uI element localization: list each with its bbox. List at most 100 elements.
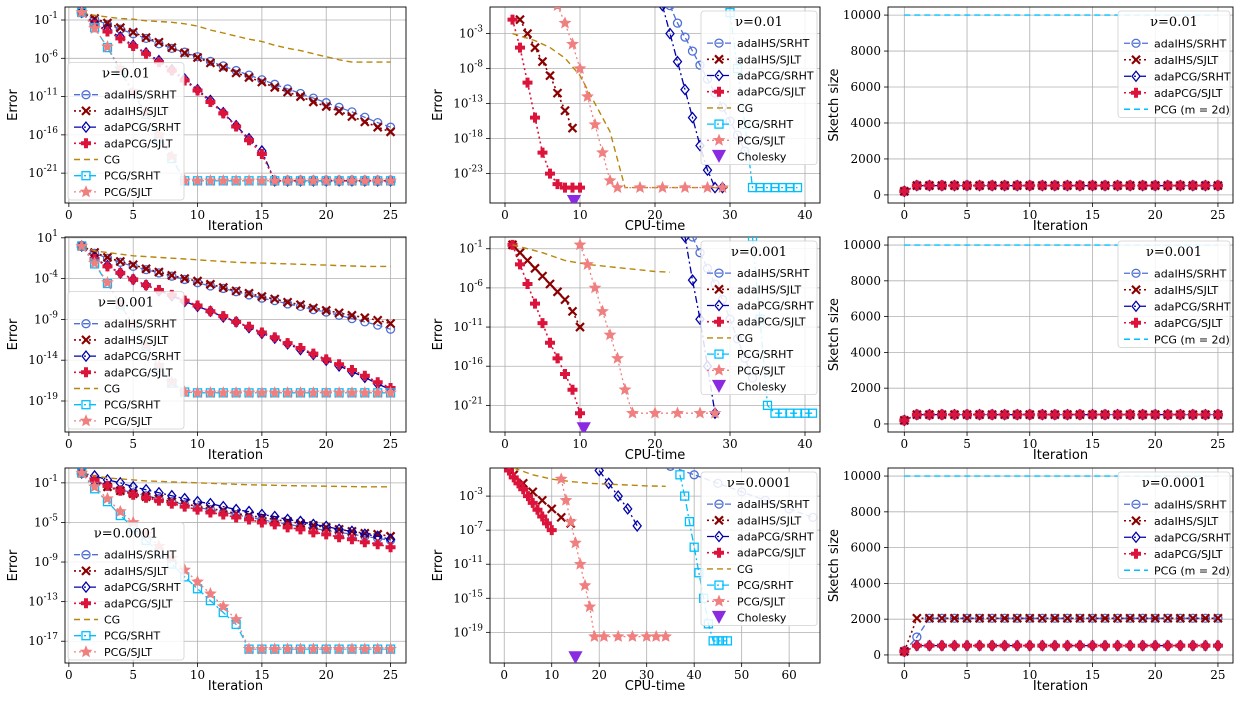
data-point bbox=[566, 194, 582, 203]
axes-frame bbox=[64, 467, 407, 664]
data-point bbox=[552, 88, 563, 98]
data-point bbox=[530, 112, 540, 123]
x-axis-label: CPU-time bbox=[625, 219, 686, 234]
legend-marker bbox=[1131, 284, 1141, 295]
data-point bbox=[689, 470, 699, 480]
data-point bbox=[113, 504, 127, 517]
data-point bbox=[716, 180, 729, 193]
data-point bbox=[1187, 640, 1198, 651]
data-point bbox=[346, 364, 357, 375]
legend-entry: adaIHS/SJLT bbox=[737, 53, 802, 66]
series-adaPCG_SRHT bbox=[899, 408, 1223, 427]
data-point bbox=[269, 294, 280, 304]
y-tick-label: 2000 bbox=[850, 152, 881, 166]
data-point bbox=[513, 478, 524, 489]
legend-marker bbox=[1131, 268, 1141, 278]
series-adaIHS_SRHT bbox=[899, 613, 1223, 657]
legend-entry: CG bbox=[737, 102, 753, 115]
legend-marker bbox=[81, 566, 91, 576]
data-point bbox=[191, 386, 204, 399]
plot-area bbox=[75, 239, 397, 399]
legend-title: ν=0.0001 bbox=[727, 476, 791, 491]
legend-entry: PCG/SJLT bbox=[737, 364, 785, 377]
x-tick-label: 25 bbox=[383, 437, 398, 451]
data-point bbox=[306, 386, 320, 399]
data-point bbox=[545, 279, 555, 289]
y-tick-label: 10-11 bbox=[453, 555, 483, 571]
legend-entry: adaPCG/SRHT bbox=[104, 350, 181, 363]
legend-entry: adaIHS/SJLT bbox=[1154, 515, 1219, 528]
legend-marker bbox=[714, 499, 724, 509]
data-point bbox=[1050, 613, 1060, 624]
y-tick-label: 10-13 bbox=[453, 95, 483, 111]
data-point bbox=[1200, 613, 1211, 623]
legend-entry: PCG/SJLT bbox=[104, 646, 152, 659]
data-point bbox=[244, 288, 254, 299]
legend-entry: adaIHS/SJLT bbox=[737, 283, 802, 296]
x-tick-label: 20 bbox=[647, 437, 662, 451]
data-point bbox=[385, 324, 396, 334]
data-point bbox=[596, 145, 609, 158]
chart-panel-r1-c1: 0 10 20 30 40 10-1 10-6 10-11 10-16 10-21 CPU-time… bbox=[431, 236, 821, 463]
data-point bbox=[128, 489, 139, 500]
y-tick-label: 10-11 bbox=[28, 88, 58, 104]
axes-frame bbox=[887, 6, 1234, 204]
data-point bbox=[659, 629, 673, 642]
legend-marker bbox=[81, 631, 91, 641]
series-adaPCG_SJLT bbox=[76, 240, 396, 393]
y-tick-label: 10-3 bbox=[459, 25, 483, 41]
data-point bbox=[332, 386, 346, 399]
data-point bbox=[596, 304, 609, 317]
legend-marker bbox=[81, 319, 91, 329]
legend-marker bbox=[711, 379, 727, 393]
series-CG bbox=[512, 244, 671, 273]
data-point bbox=[372, 122, 383, 132]
data-point bbox=[1112, 640, 1123, 651]
legend-entry: adaPCG/SJLT bbox=[737, 316, 806, 329]
legend: ν=0.01 adaIHS/SRHT adaIHS/SJLT adaPCG/SRHT a… bbox=[1117, 10, 1231, 118]
data-point bbox=[384, 174, 397, 187]
data-point bbox=[167, 42, 177, 53]
data-point bbox=[1150, 613, 1160, 624]
data-point bbox=[128, 274, 139, 285]
data-point bbox=[1137, 409, 1148, 420]
data-point bbox=[385, 531, 396, 542]
data-point bbox=[537, 271, 548, 281]
data-point bbox=[1037, 409, 1048, 420]
data-point bbox=[962, 409, 973, 420]
data-point bbox=[308, 97, 319, 107]
data-point bbox=[308, 527, 319, 538]
y-tick-label: 10000 bbox=[843, 469, 881, 483]
data-point bbox=[546, 504, 557, 514]
data-point bbox=[588, 281, 602, 294]
y-tick-label: 4000 bbox=[850, 116, 881, 130]
legend-marker bbox=[714, 515, 724, 526]
data-point bbox=[1050, 613, 1060, 623]
data-point bbox=[974, 409, 985, 420]
data-point bbox=[573, 238, 587, 251]
data-point bbox=[256, 517, 267, 528]
data-point bbox=[1187, 180, 1198, 191]
data-point bbox=[75, 468, 89, 479]
legend-entry: adaIHS/SRHT bbox=[737, 37, 810, 50]
data-point bbox=[294, 642, 307, 655]
data-point bbox=[656, 180, 669, 193]
data-point bbox=[334, 359, 345, 370]
y-tick-label: 8000 bbox=[850, 505, 881, 519]
plot-area bbox=[899, 244, 1223, 427]
series-adaPCG_SRHT bbox=[899, 179, 1223, 198]
data-point bbox=[1112, 409, 1123, 420]
data-point bbox=[936, 640, 947, 651]
data-point bbox=[1087, 409, 1098, 420]
data-point bbox=[268, 174, 282, 187]
data-point bbox=[1150, 180, 1161, 191]
data-point bbox=[560, 294, 570, 305]
x-tick-label: 15 bbox=[1085, 668, 1100, 682]
legend-entry: adaPCG/SRHT bbox=[737, 300, 814, 313]
data-point bbox=[242, 386, 256, 399]
chart-panel-r0-c0: 0 5 10 15 20 25 10-1 10-6 10-11 10-16 10-21 Iterati… bbox=[6, 6, 407, 234]
legend-entry: CG bbox=[104, 614, 120, 627]
chart-panel-r1-c2: 0 5 10 15 20 25 0 2000 4000 6000 8000 10000 Iteratio… bbox=[827, 236, 1234, 463]
data-point bbox=[949, 640, 960, 651]
data-point bbox=[537, 495, 548, 506]
